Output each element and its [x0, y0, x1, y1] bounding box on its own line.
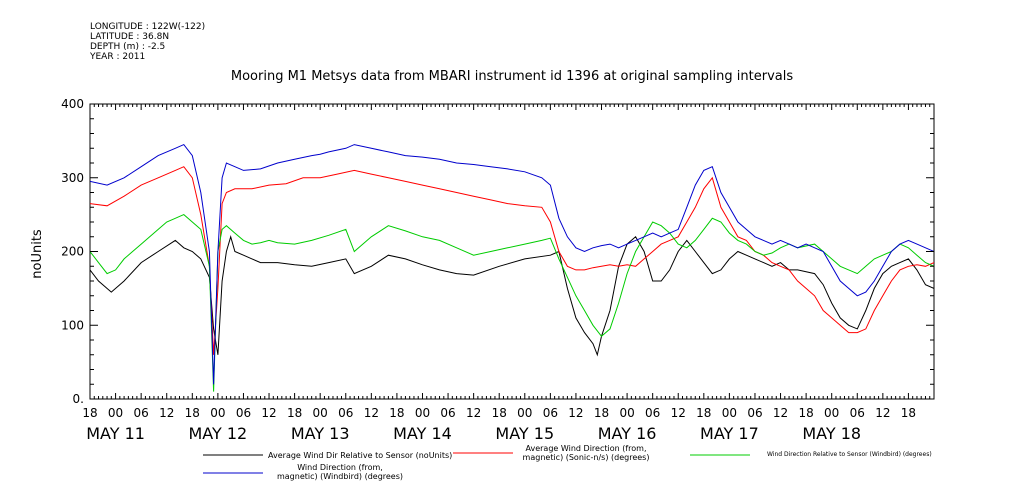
legend-label: magnetic) (Sonic-n/s) (degrees): [523, 453, 650, 462]
x-tick-label: 00: [415, 406, 430, 420]
y-axis-label: noUnits: [30, 229, 45, 279]
legend-label: magnetic) (Windbird) (degrees): [277, 472, 403, 481]
x-tick-label: 12: [773, 406, 788, 420]
x-tick-label: 18: [185, 406, 200, 420]
x-tick-label: 12: [466, 406, 481, 420]
chart-title: Mooring M1 Metsys data from MBARI instru…: [231, 69, 793, 84]
legend-label: Average Wind Direction (from,: [525, 444, 646, 453]
series-line-2: [90, 166, 934, 355]
x-tick-label: 18: [696, 406, 711, 420]
x-tick-label: 00: [722, 406, 737, 420]
date-label: MAY 13: [291, 424, 350, 443]
plot-area: [90, 143, 934, 392]
x-tick-label: 06: [338, 406, 353, 420]
x-tick-label: 00: [619, 406, 634, 420]
x-tick-label: 06: [850, 406, 865, 420]
series-line-4: [90, 143, 934, 385]
x-axis: 18 00 06 12 18 00 06 12 18 00 06 12 18 00 06 12 18 00 06 12…: [82, 104, 935, 443]
y-tick-label: 400: [61, 97, 84, 111]
x-tick-label: 06: [543, 406, 558, 420]
legend: Average Wind Dir Relative to Sensor (noU…: [203, 444, 932, 481]
x-tick-label: 06: [747, 406, 762, 420]
x-tick-label: 00: [108, 406, 123, 420]
series-line-3: [90, 214, 934, 392]
x-tick-label: 18: [901, 406, 916, 420]
x-tick-label: 18: [492, 406, 507, 420]
date-label: MAY 12: [189, 424, 248, 443]
y-axis: 0. 100 200 300 400: [61, 97, 934, 406]
y-tick-label: 100: [61, 318, 84, 332]
year-text: YEAR : 2011: [90, 52, 146, 62]
y-tick-label: 200: [61, 245, 84, 259]
date-label: MAY 11: [86, 424, 145, 443]
longitude-text: LONGITUDE : 122W(-122): [90, 22, 206, 32]
x-tick-label: 00: [517, 406, 532, 420]
x-tick-label: 18: [287, 406, 302, 420]
x-tick-label: 12: [671, 406, 686, 420]
date-label: MAY 16: [598, 424, 657, 443]
x-tick-label: 06: [134, 406, 149, 420]
date-label: MAY 15: [495, 424, 554, 443]
x-tick-label: 18: [389, 406, 404, 420]
x-tick-label: 06: [440, 406, 455, 420]
date-label: MAY 17: [700, 424, 759, 443]
legend-label: Average Wind Dir Relative to Sensor (noU…: [268, 451, 452, 460]
plot-frame: [89, 103, 935, 400]
x-tick-label: 12: [364, 406, 379, 420]
x-tick-label: 06: [236, 406, 251, 420]
x-tick-label: 18: [594, 406, 609, 420]
date-label: MAY 14: [393, 424, 452, 443]
latitude-text: LATITUDE : 36.8N: [90, 32, 170, 42]
legend-label: Wind Direction Relative to Sensor (Windb…: [767, 451, 932, 458]
metadata-block: LONGITUDE : 122W(-122) LATITUDE : 36.8N …: [90, 22, 205, 62]
x-tick-label: 12: [261, 406, 276, 420]
y-tick-label: 0.: [73, 392, 84, 406]
x-tick-label: 00: [210, 406, 225, 420]
date-label: MAY 18: [802, 424, 861, 443]
x-tick-label: 12: [159, 406, 174, 420]
x-tick-label: 18: [798, 406, 813, 420]
x-tick-label: 18: [82, 406, 97, 420]
legend-label: Wind Direction (from,: [297, 463, 383, 472]
x-tick-label: 00: [824, 406, 839, 420]
x-tick-label: 06: [645, 406, 660, 420]
series-line-1: [90, 234, 934, 357]
x-tick-label: 12: [875, 406, 890, 420]
x-tick-label: 12: [568, 406, 583, 420]
y-tick-label: 300: [61, 171, 84, 185]
depth-text: DEPTH (m) : -2.5: [90, 42, 166, 52]
x-tick-label: 00: [313, 406, 328, 420]
